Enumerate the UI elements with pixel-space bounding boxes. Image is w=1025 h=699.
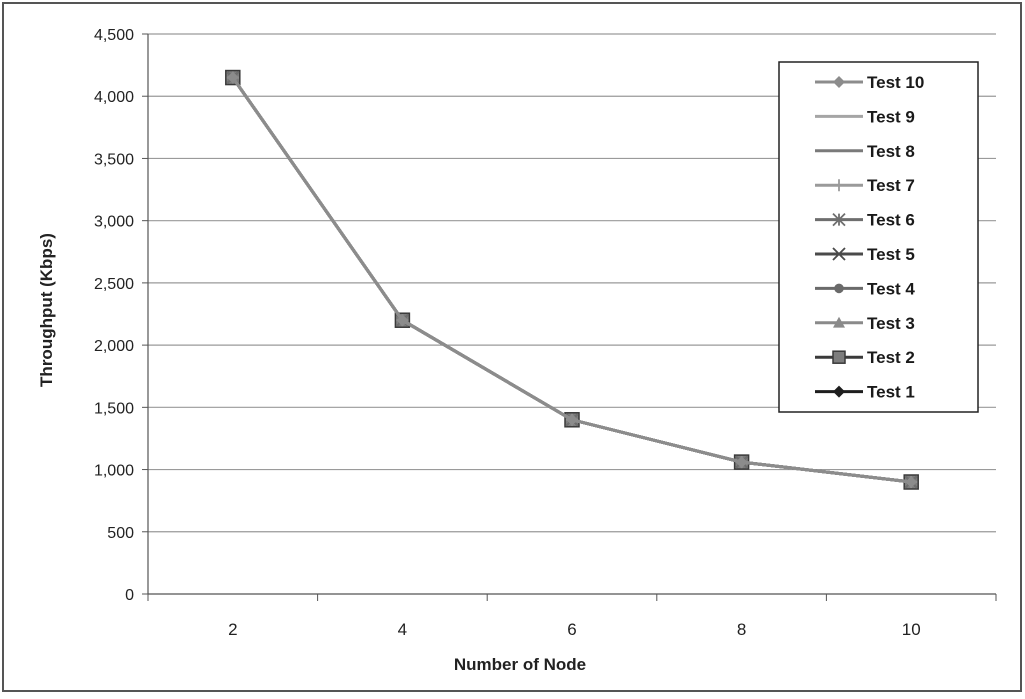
legend-label: Test 4: [867, 279, 915, 298]
legend-label: Test 5: [867, 245, 915, 264]
legend-item: Test 10: [815, 73, 924, 92]
legend-label: Test 9: [867, 107, 915, 126]
legend-item: Test 9: [815, 107, 915, 126]
x-tick-label: 8: [737, 620, 746, 639]
x-tick-label: 2: [228, 620, 237, 639]
y-tick-label: 1,000: [94, 463, 134, 480]
point-marker: [735, 456, 748, 469]
point-marker: [834, 283, 844, 294]
y-tick-label: 4,500: [94, 27, 134, 44]
legend-item: Test 5: [815, 245, 915, 264]
y-tick-label: 4,000: [94, 89, 134, 106]
point-marker: [905, 476, 918, 488]
series-test-10: [226, 71, 918, 488]
y-tick-label: 500: [107, 525, 134, 542]
y-tick-label: 2,500: [94, 276, 134, 293]
legend-label: Test 6: [867, 211, 915, 230]
point-marker: [396, 314, 409, 327]
legend-item: Test 6: [815, 211, 915, 230]
y-tick-label: 3,000: [94, 214, 134, 231]
x-tick-label: 4: [398, 620, 407, 639]
point-marker: [566, 413, 578, 426]
y-tick-label: 0: [125, 587, 134, 604]
legend-item: Test 3: [815, 314, 915, 333]
point-marker: [833, 385, 845, 398]
point-marker: [832, 247, 846, 261]
legend: Test 10 Test 9 Test 8 Test 7 Test 6 Test 5 Tes…: [778, 61, 979, 413]
legend-label: Test 2: [867, 348, 915, 367]
point-marker: [833, 316, 845, 328]
point-marker: [833, 76, 845, 88]
legend-label: Test 3: [867, 314, 915, 333]
legend-item: Test 4: [815, 279, 915, 298]
y-tick-label: 1,500: [94, 400, 134, 417]
legend-item: Test 2: [815, 348, 915, 367]
legend-label: Test 8: [867, 142, 915, 161]
legend-item: Test 8: [815, 142, 915, 161]
x-tick-label: 6: [567, 620, 576, 639]
point-marker: [833, 179, 845, 192]
axes: 0 500 1,000 1,500 2,000 2,500 3,000 3,500 4,000 4…: [94, 27, 997, 639]
legend-label: Test 10: [867, 73, 924, 92]
x-tick-label: 10: [902, 620, 921, 639]
point-marker: [832, 350, 846, 364]
point-marker: [226, 71, 239, 84]
legend-label: Test 1: [867, 383, 915, 402]
series-lines: [225, 69, 919, 490]
legend-item: Test 7: [815, 176, 915, 195]
legend-item: Test 1: [815, 383, 915, 402]
y-tick-label: 3,500: [94, 151, 134, 168]
y-tick-label: 2,000: [94, 338, 134, 355]
point-marker: [832, 212, 846, 227]
legend-box: [778, 61, 979, 413]
legend-label: Test 7: [867, 176, 915, 195]
x-axis-label: Number of Node: [454, 655, 586, 674]
y-axis-label: Throughput (Kbps): [37, 233, 56, 387]
